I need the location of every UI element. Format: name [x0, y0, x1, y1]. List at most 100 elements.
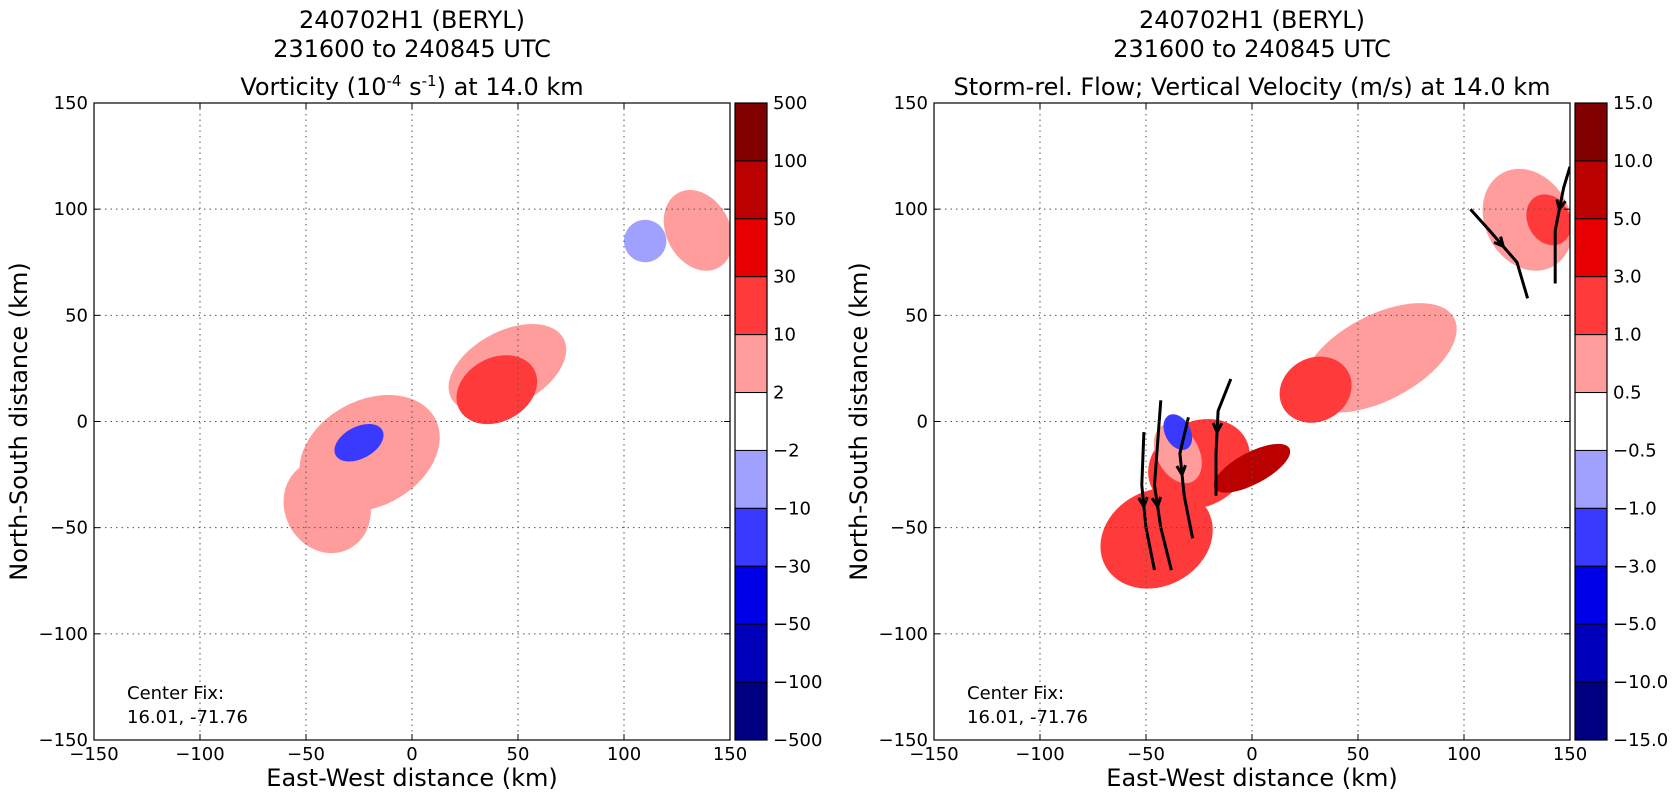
contour-region-9 [1163, 414, 1193, 451]
colorbar-band [1574, 102, 1608, 162]
colorbar-band [734, 160, 768, 220]
colorbar-tick-label: −2 [773, 440, 800, 461]
chart-title-line1: 240702H1 (BERYL) [1139, 6, 1365, 34]
x-tick-label: −50 [1127, 744, 1165, 765]
colorbar-band [1574, 565, 1608, 625]
colorbar-tick-label: −5.0 [1613, 614, 1657, 635]
colorbar-tick-label: 50 [773, 209, 796, 230]
colorbar-tick-label: −10.0 [1613, 672, 1668, 693]
y-tick-label: 100 [54, 199, 88, 220]
colorbar-band [1574, 392, 1608, 451]
colorbar-band [1574, 218, 1608, 278]
center-fix-value: 16.01, -71.76 [127, 707, 248, 728]
colorbar-band [1574, 507, 1608, 567]
x-tick-label: −50 [287, 744, 325, 765]
y-axis-label: North-South distance (km) [5, 262, 33, 581]
colorbar-tick-label: 15.0 [1613, 93, 1653, 114]
colorbar-tick-label: 3.0 [1613, 267, 1642, 288]
x-tick-label: 150 [713, 744, 747, 765]
colorbar-tick-label: 5.0 [1613, 209, 1642, 230]
streamline-arrow-4 [1211, 422, 1224, 436]
plot-area [934, 103, 1570, 740]
colorbar-tick-label: −50 [773, 614, 811, 635]
contour-region-7 [334, 423, 384, 462]
x-axis-label: East-West distance (km) [266, 764, 557, 792]
colorbar-band [734, 334, 768, 394]
contour-region-6 [1213, 443, 1291, 493]
colorbar-tick-label: 0.5 [1613, 383, 1642, 404]
colorbar-tick-label: 10.0 [1613, 151, 1653, 172]
colorbar-tick-label: −3.0 [1613, 556, 1657, 577]
y-axis-label: North-South distance (km) [845, 262, 873, 581]
center-fix-label: Center Fix: [967, 683, 1064, 704]
chart-panel-2: 240702H1 (BERYL)231600 to 240845 UTC Stor… [845, 6, 1668, 792]
contour-region-2 [623, 219, 667, 263]
colorbar-band [734, 449, 768, 509]
y-tick-label: 50 [65, 305, 88, 326]
colorbar-tick-label: −1.0 [1613, 498, 1657, 519]
x-tick-label: −100 [1015, 744, 1064, 765]
x-axis-label: East-West distance (km) [1106, 764, 1397, 792]
streamline-arrow-2 [1150, 496, 1163, 510]
y-tick-label: 50 [905, 305, 928, 326]
y-tick-label: 100 [894, 199, 928, 220]
colorbar-band [1574, 276, 1608, 336]
chart-title-line1: 240702H1 (BERYL) [299, 6, 525, 34]
colorbar-band [734, 392, 768, 451]
x-tick-label: 50 [1347, 744, 1370, 765]
x-tick-label: 0 [406, 744, 417, 765]
colorbar-band [734, 623, 768, 683]
colorbar-tick-label: 100 [773, 151, 807, 172]
colorbar-tick-label: 500 [773, 93, 807, 114]
y-tick-label: 150 [54, 93, 88, 114]
y-tick-label: −150 [39, 730, 88, 751]
x-tick-label: 150 [1553, 744, 1587, 765]
y-tick-label: −100 [879, 624, 928, 645]
x-tick-label: 100 [607, 744, 641, 765]
colorbar-tick-label: −100 [773, 672, 822, 693]
center-fix-label: Center Fix: [127, 683, 224, 704]
colorbar-frame [1574, 102, 1608, 741]
y-tick-label: −150 [879, 730, 928, 751]
y-tick-label: −50 [50, 518, 88, 539]
colorbar-tick-label: −500 [773, 730, 822, 751]
contour-region-6 [283, 459, 371, 554]
contour-region-1 [663, 190, 730, 271]
y-tick-label: 150 [894, 93, 928, 114]
colorbar-band [734, 565, 768, 625]
streamline-arrow-6 [1555, 199, 1567, 213]
colorbar-tick-label: −10 [773, 498, 811, 519]
colorbar-tick-label: 2 [773, 383, 784, 404]
colorbar-band [1574, 449, 1608, 509]
colorbar-band [1574, 334, 1608, 394]
y-tick-label: −100 [39, 624, 88, 645]
chart-panel-1: 240702H1 (BERYL)231600 to 240845 UTC Vort… [5, 6, 822, 792]
colorbar-band [1574, 681, 1608, 741]
colorbar-tick-label: 30 [773, 267, 796, 288]
colorbar-tick-label: 10 [773, 325, 796, 346]
streamline-arrow-5 [1493, 236, 1506, 249]
contour-region-7 [1100, 487, 1213, 589]
colorbar-tick-label: 1.0 [1613, 325, 1642, 346]
x-tick-label: 0 [1246, 744, 1257, 765]
data-layer [1100, 166, 1570, 589]
x-tick-label: 50 [507, 744, 530, 765]
chart-title-line3: Storm-rel. Flow; Vertical Velocity (m/s)… [954, 73, 1551, 101]
colorbar-band [1574, 623, 1608, 683]
streamline-arrow-3 [1175, 464, 1187, 479]
contour-region-4 [456, 355, 538, 425]
data-layer [283, 190, 730, 554]
chart-title-line3: Vorticity (10-4 s-1) at 14.0 km [240, 72, 583, 101]
y-tick-label: 0 [77, 412, 88, 433]
center-fix-value: 16.01, -71.76 [967, 707, 1088, 728]
colorbar-band [734, 507, 768, 567]
x-tick-label: −150 [69, 744, 118, 765]
y-tick-label: 0 [917, 412, 928, 433]
y-tick-label: −50 [890, 518, 928, 539]
chart-title-line2: 231600 to 240845 UTC [273, 35, 551, 63]
x-tick-label: 100 [1447, 744, 1481, 765]
colorbar-band [734, 218, 768, 278]
colorbar-frame [734, 102, 768, 741]
chart-title-line2: 231600 to 240845 UTC [1113, 35, 1391, 63]
